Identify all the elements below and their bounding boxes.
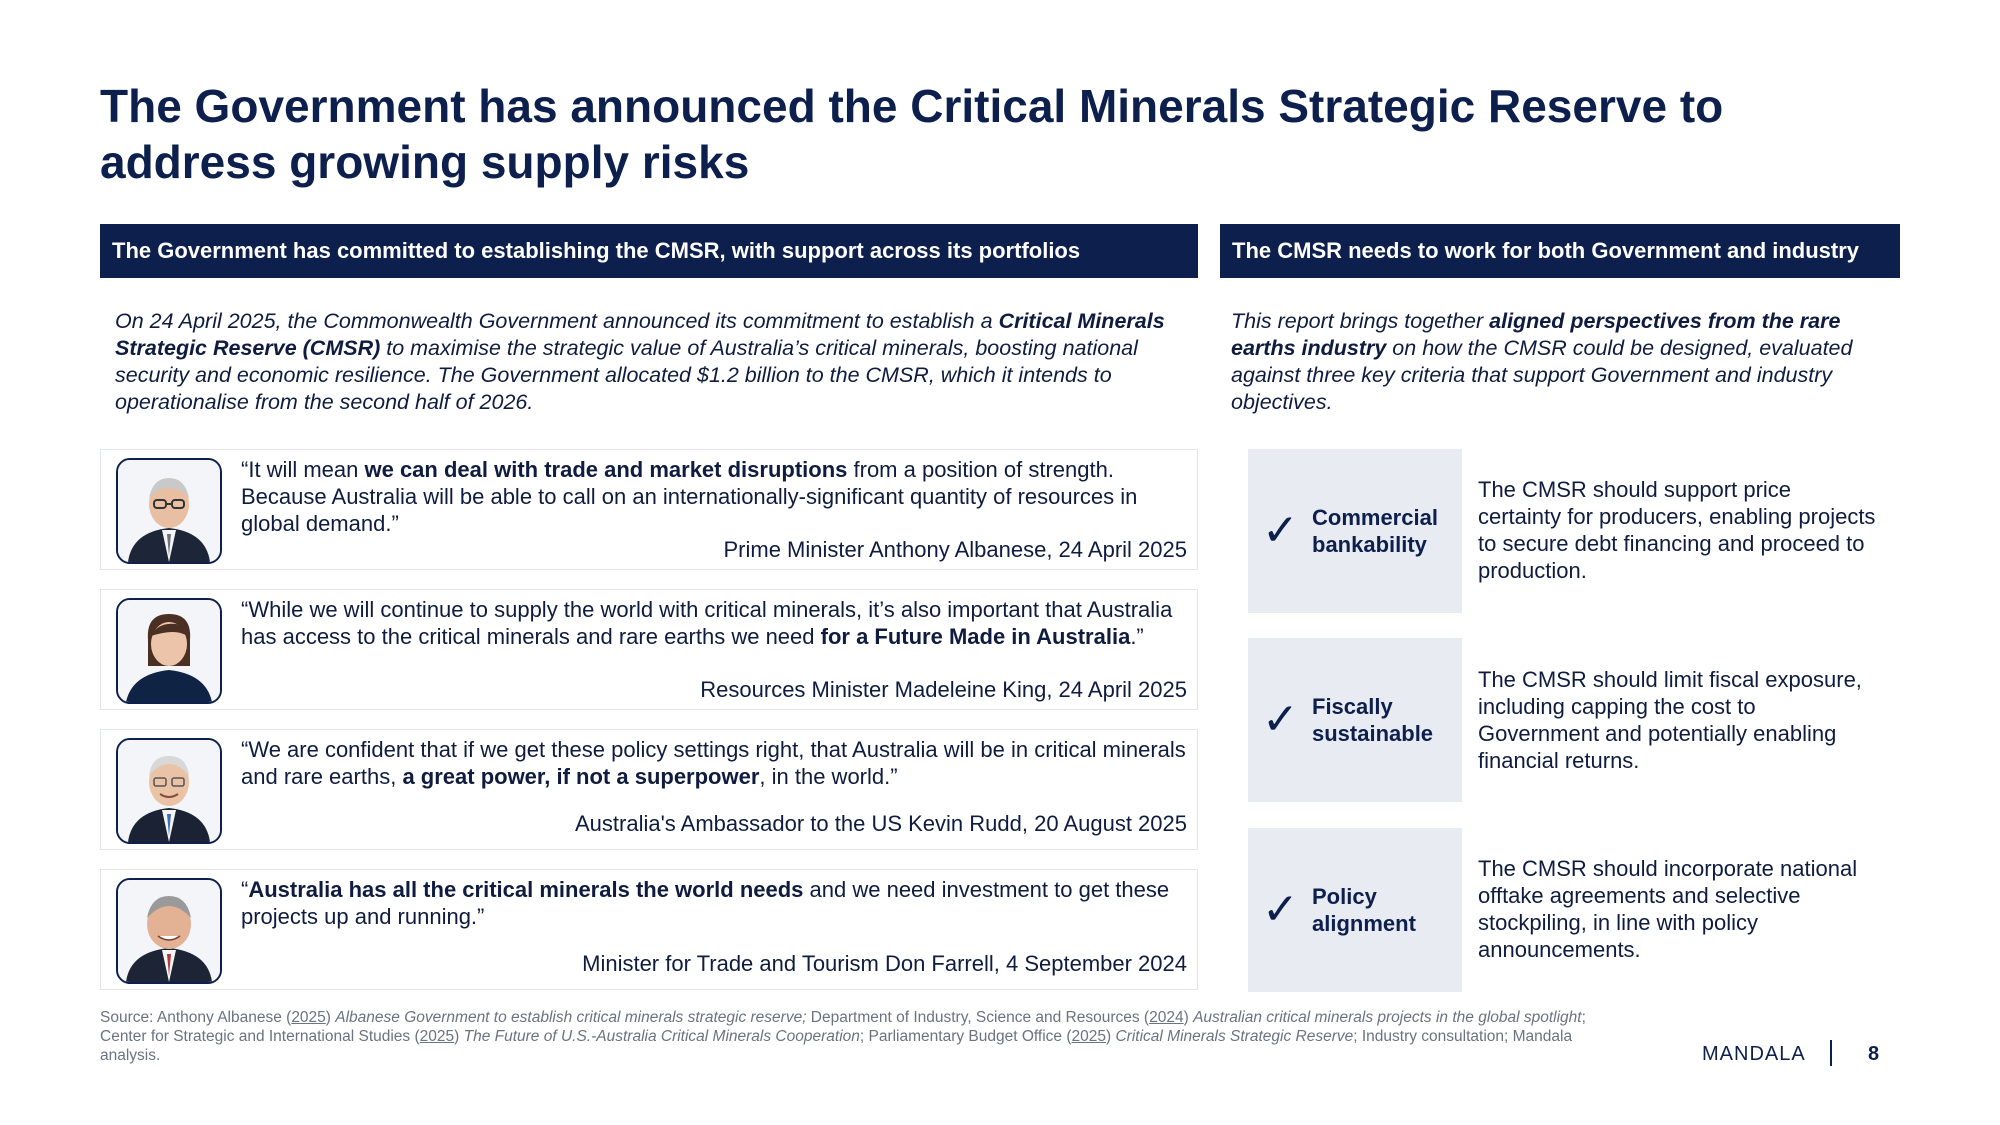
criterion-commercial-bankability: ✓ Commercial bankability — [1248, 449, 1462, 613]
right-section-header: The CMSR needs to work for both Governme… — [1220, 224, 1900, 278]
criterion-label: Policy alignment — [1312, 884, 1416, 936]
king-portrait — [116, 598, 222, 704]
check-icon: ✓ — [1262, 695, 1299, 744]
criterion-policy-alignment: ✓ Policy alignment — [1248, 828, 1462, 992]
quote-attribution: Minister for Trade and Tourism Don Farre… — [582, 951, 1187, 976]
page-number: 8 — [1868, 1043, 1880, 1065]
quote-card-king: “While we will continue to supply the wo… — [100, 589, 1198, 710]
criterion-label: Commercial bankability — [1312, 505, 1438, 557]
quote-text: “While we will continue to supply the wo… — [241, 597, 1173, 649]
left-intro-text: On 24 April 2025, the Commonwealth Gover… — [115, 309, 1165, 414]
rudd-portrait — [116, 738, 222, 844]
criterion-description: The CMSR should incorporate national off… — [1478, 856, 1858, 962]
criterion-label: Fiscally sustainable — [1312, 694, 1434, 746]
criterion-fiscally-sustainable: ✓ Fiscally sustainable — [1248, 638, 1462, 802]
left-section-header: The Government has committed to establis… — [100, 224, 1198, 278]
quote-card-farrell: “Australia has all the critical minerals… — [100, 869, 1198, 990]
quote-attribution: Australia's Ambassador to the US Kevin R… — [574, 811, 1187, 836]
criterion-description: The CMSR should limit fiscal exposure, i… — [1478, 667, 1862, 773]
farrell-portrait — [116, 878, 222, 984]
quote-card-rudd: “We are confident that if we get these p… — [100, 729, 1198, 850]
criterion-description: The CMSR should support price certainty … — [1478, 477, 1876, 583]
slide-title: The Government has announced the Critica… — [100, 80, 1724, 188]
check-icon: ✓ — [1262, 506, 1299, 555]
quote-attribution: Resources Minister Madeleine King, 24 Ap… — [700, 677, 1187, 702]
quote-card-albanese: “It will mean we can deal with trade and… — [100, 449, 1198, 570]
check-icon: ✓ — [1262, 885, 1299, 934]
source-note: Source: Anthony Albanese (2025) Albanese… — [100, 1009, 1586, 1064]
quote-text: “It will mean we can deal with trade and… — [241, 457, 1138, 536]
quote-attribution: Prime Minister Anthony Albanese, 24 Apri… — [723, 537, 1188, 562]
footer-divider — [1830, 1040, 1832, 1066]
footer-brand: MANDALA — [1702, 1043, 1806, 1065]
right-intro-text: This report brings together aligned pers… — [1231, 309, 1853, 414]
albanese-portrait — [116, 458, 222, 564]
quote-text: “Australia has all the critical minerals… — [241, 877, 1170, 929]
quote-text: “We are confident that if we get these p… — [241, 737, 1186, 789]
